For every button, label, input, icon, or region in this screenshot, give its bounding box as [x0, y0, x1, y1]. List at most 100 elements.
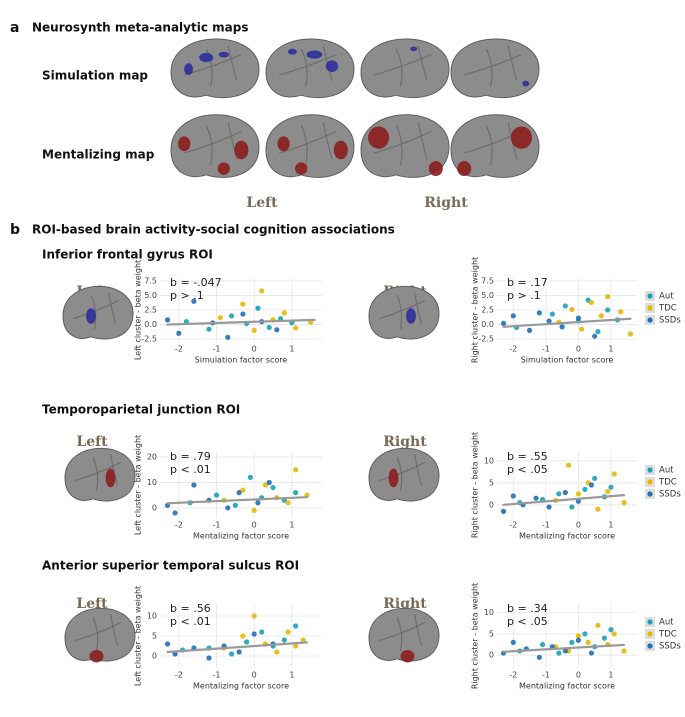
- point: [569, 306, 575, 313]
- point: [266, 479, 272, 486]
- point: [244, 639, 250, 645]
- sulcus: [184, 121, 242, 166]
- x-tick-label: 0: [576, 345, 581, 354]
- brain: [450, 38, 540, 99]
- point: [240, 311, 246, 317]
- brain: [64, 608, 136, 662]
- brain: [170, 38, 260, 99]
- x-axis-label: Mentalizing factor score: [193, 532, 289, 541]
- panel-title: Neurosynth meta-analytic maps: [32, 21, 248, 35]
- x-tick-label: 0: [252, 671, 257, 680]
- x-axis-label: Mentalizing factor score: [193, 682, 289, 691]
- point: [588, 299, 595, 306]
- activation: [234, 140, 249, 160]
- x-tick-label: 0: [252, 521, 257, 530]
- point: [262, 482, 269, 488]
- trend-line: [502, 643, 626, 653]
- point: [285, 500, 291, 506]
- point: [172, 651, 178, 657]
- sulcus: [279, 121, 337, 166]
- activation: [89, 649, 104, 663]
- brain: [265, 38, 355, 99]
- activation: [400, 649, 415, 663]
- brain: [64, 448, 136, 502]
- y-axis-label: Right cluster - beta weight: [471, 432, 480, 538]
- legend-label: TDC: [658, 478, 677, 488]
- panel-label: a: [10, 20, 19, 36]
- section-title: Inferior frontal gyrus ROI: [42, 248, 213, 262]
- point: [585, 639, 591, 646]
- point: [526, 327, 533, 333]
- point: [510, 493, 516, 499]
- hemisphere-label: Right: [424, 195, 468, 211]
- point: [605, 294, 611, 300]
- activation: [277, 136, 290, 152]
- activation: [199, 52, 214, 63]
- point: [255, 500, 261, 506]
- point: [575, 637, 581, 643]
- y-axis-label: Right cluster - beta weight: [471, 257, 480, 363]
- sulcus: [464, 45, 522, 87]
- legend-swatch: [647, 479, 653, 485]
- trend-line: [166, 496, 309, 505]
- point: [605, 307, 611, 313]
- point: [575, 491, 581, 497]
- y-tick-label: 7.5: [144, 276, 157, 285]
- x-tick-label: -1: [213, 521, 221, 530]
- point: [595, 328, 601, 335]
- point: [228, 651, 235, 657]
- x-tick-label: 0: [576, 521, 581, 530]
- annotation: b = .17: [507, 276, 548, 289]
- point: [621, 648, 627, 654]
- brain: [360, 38, 450, 99]
- activation: [218, 51, 230, 58]
- legend-swatch: [647, 619, 653, 625]
- activation: [306, 50, 323, 59]
- y-tick-label: 5.0: [144, 291, 157, 300]
- x-tick-label: -1: [213, 345, 221, 354]
- panel-title: ROI-based brain activity-social cognitio…: [32, 223, 395, 237]
- activation: [105, 468, 116, 488]
- legend-label: Aut: [659, 618, 674, 628]
- x-tick-label: -2: [175, 521, 183, 530]
- sulcus: [379, 454, 426, 492]
- sulcus: [379, 292, 426, 330]
- y-axis-label: Left cluster - beta weight: [134, 586, 143, 686]
- activation: [510, 126, 532, 149]
- point: [595, 622, 601, 628]
- annotation: p < .05: [507, 615, 548, 628]
- point: [556, 491, 562, 497]
- point: [539, 641, 546, 648]
- point: [270, 484, 276, 491]
- brain: [62, 286, 134, 340]
- activation: [388, 468, 399, 488]
- brain: [368, 286, 440, 340]
- sulcus: [374, 121, 432, 166]
- point: [510, 313, 516, 319]
- point: [217, 314, 223, 321]
- point: [255, 305, 261, 311]
- point: [251, 507, 257, 513]
- x-tick-label: -2: [509, 671, 517, 680]
- point: [251, 613, 257, 619]
- activation: [457, 161, 472, 177]
- point: [575, 315, 581, 321]
- activation: [333, 140, 348, 160]
- section-title: Temporoparietal junction ROI: [42, 403, 240, 417]
- y-tick-label: 10: [147, 612, 157, 621]
- point: [579, 326, 585, 332]
- x-tick-label: -2: [509, 345, 517, 354]
- side-label: Right: [383, 434, 427, 450]
- y-tick-label: 10: [484, 608, 494, 617]
- y-tick-label: 0.0: [481, 320, 494, 329]
- point: [601, 635, 608, 641]
- y-tick-label: 7.5: [481, 276, 494, 285]
- y-tick-label: 10: [147, 478, 157, 487]
- side-label: Left: [76, 434, 108, 450]
- sulcus: [73, 292, 120, 330]
- point: [300, 637, 306, 643]
- annotation: p < .05: [507, 463, 548, 476]
- x-tick-label: 1: [608, 521, 613, 530]
- legend-swatch: [647, 491, 653, 497]
- legend-swatch: [647, 305, 653, 311]
